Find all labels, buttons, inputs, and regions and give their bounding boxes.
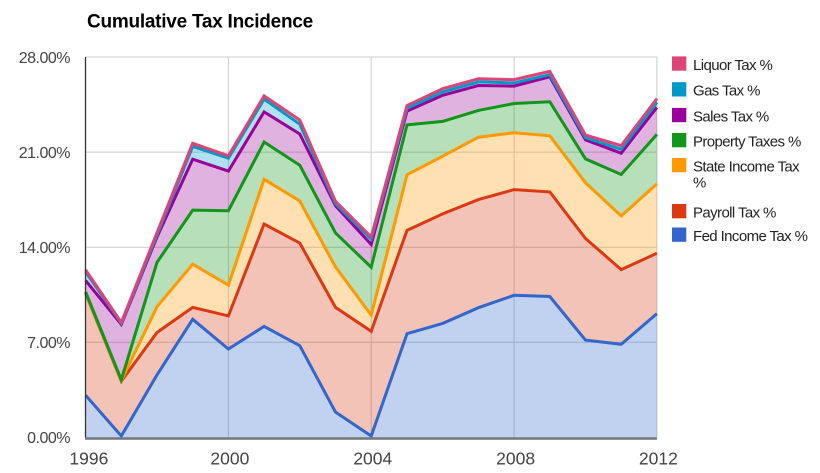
svg-text:Gas Tax %: Gas Tax % (693, 83, 760, 100)
svg-text:2008: 2008 (496, 449, 535, 469)
svg-text:28.00%: 28.00% (19, 50, 71, 67)
svg-text:0.00%: 0.00% (27, 430, 70, 447)
svg-text:Property Taxes %: Property Taxes % (693, 134, 801, 151)
svg-text:Sales Tax %: Sales Tax % (693, 108, 769, 125)
svg-text:21.00%: 21.00% (19, 145, 71, 162)
svg-text:%: % (693, 175, 706, 192)
svg-text:Cumulative Tax Incidence: Cumulative Tax Incidence (87, 12, 313, 33)
svg-text:2000: 2000 (210, 449, 249, 469)
svg-text:Liquor Tax %: Liquor Tax % (693, 57, 773, 74)
svg-text:1996: 1996 (69, 449, 108, 469)
svg-text:14.00%: 14.00% (19, 240, 71, 257)
svg-text:2012: 2012 (639, 449, 678, 469)
svg-text:State Income Tax: State Income Tax (693, 159, 800, 176)
svg-text:Payroll Tax %: Payroll Tax % (693, 205, 776, 222)
svg-text:2004: 2004 (353, 449, 392, 469)
svg-text:7.00%: 7.00% (27, 335, 70, 352)
svg-text:Fed Income Tax %: Fed Income Tax % (693, 228, 808, 245)
